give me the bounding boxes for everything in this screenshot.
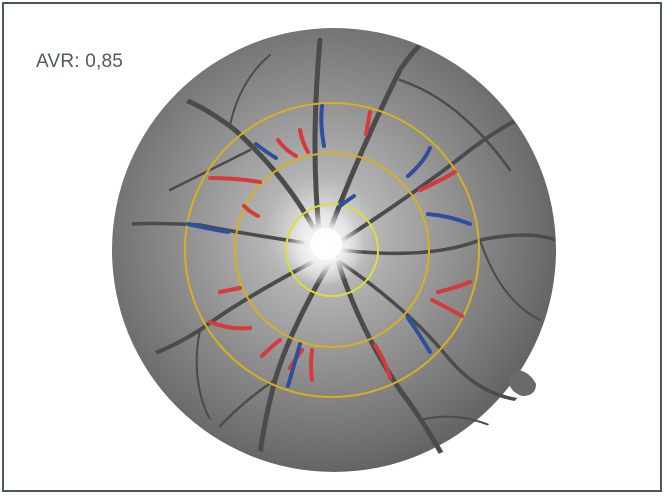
outer-ring — [184, 102, 480, 398]
artery-marking — [260, 338, 282, 358]
artery-marking — [242, 204, 260, 218]
artery-marking — [364, 110, 372, 136]
artery-marking — [309, 348, 314, 382]
vein-marking — [338, 194, 356, 208]
vein-marking — [186, 222, 230, 234]
optic-disc — [284, 206, 364, 286]
artery-marking — [418, 170, 457, 192]
vein-marking — [254, 142, 278, 160]
artery-marking — [298, 128, 310, 154]
vein-marking — [286, 342, 302, 388]
artery-marking — [373, 343, 392, 380]
measurement-rings — [184, 102, 480, 398]
inner-ring — [285, 203, 379, 297]
vein-marking — [426, 212, 472, 226]
artery-marking — [430, 298, 464, 318]
middle-ring — [234, 152, 430, 348]
artery-marking — [218, 286, 242, 294]
vein-marking — [319, 104, 326, 148]
vein-marking — [406, 146, 432, 178]
artery-marking — [276, 138, 298, 158]
avr-measurement-label: AVR: 0,85 — [36, 51, 123, 72]
vein-markings — [186, 104, 472, 388]
vein-marking — [406, 316, 432, 354]
artery-marking — [208, 320, 252, 331]
artery-marking — [436, 280, 472, 294]
artery-marking — [208, 176, 262, 184]
artery-markings — [208, 110, 472, 382]
